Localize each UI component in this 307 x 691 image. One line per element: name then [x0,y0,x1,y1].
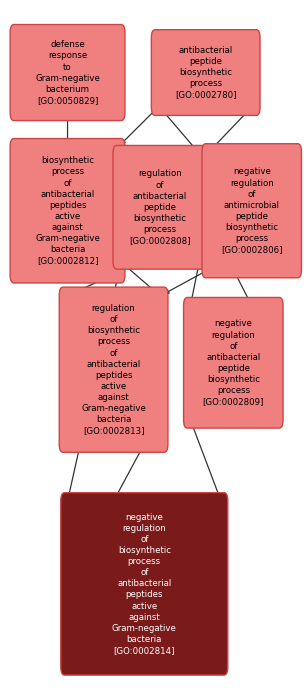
Text: regulation
of
antibacterial
peptide
biosynthetic
process
[GO:0002808]: regulation of antibacterial peptide bios… [129,169,190,245]
Text: negative
regulation
of
antimicrobial
peptide
biosynthetic
process
[GO:0002806]: negative regulation of antimicrobial pep… [221,167,282,254]
Text: negative
regulation
of
biosynthetic
process
of
antibacterial
peptides
active
aga: negative regulation of biosynthetic proc… [112,513,177,655]
FancyBboxPatch shape [202,144,301,278]
Text: antibacterial
peptide
biosynthetic
process
[GO:0002780]: antibacterial peptide biosynthetic proce… [175,46,236,100]
FancyBboxPatch shape [10,24,125,120]
FancyBboxPatch shape [59,287,168,452]
FancyBboxPatch shape [10,139,125,283]
FancyBboxPatch shape [113,146,206,269]
FancyBboxPatch shape [151,30,260,115]
FancyBboxPatch shape [61,493,228,675]
Text: negative
regulation
of
antibacterial
peptide
biosynthetic
process
[GO:0002809]: negative regulation of antibacterial pep… [203,319,264,406]
Text: biosynthetic
process
of
antibacterial
peptides
active
against
Gram-negative
bact: biosynthetic process of antibacterial pe… [35,156,100,265]
FancyBboxPatch shape [184,298,283,428]
Text: defense
response
to
Gram-negative
bacterium
[GO:0050829]: defense response to Gram-negative bacter… [35,40,100,105]
Text: regulation
of
biosynthetic
process
of
antibacterial
peptides
active
against
Gram: regulation of biosynthetic process of an… [81,304,146,435]
